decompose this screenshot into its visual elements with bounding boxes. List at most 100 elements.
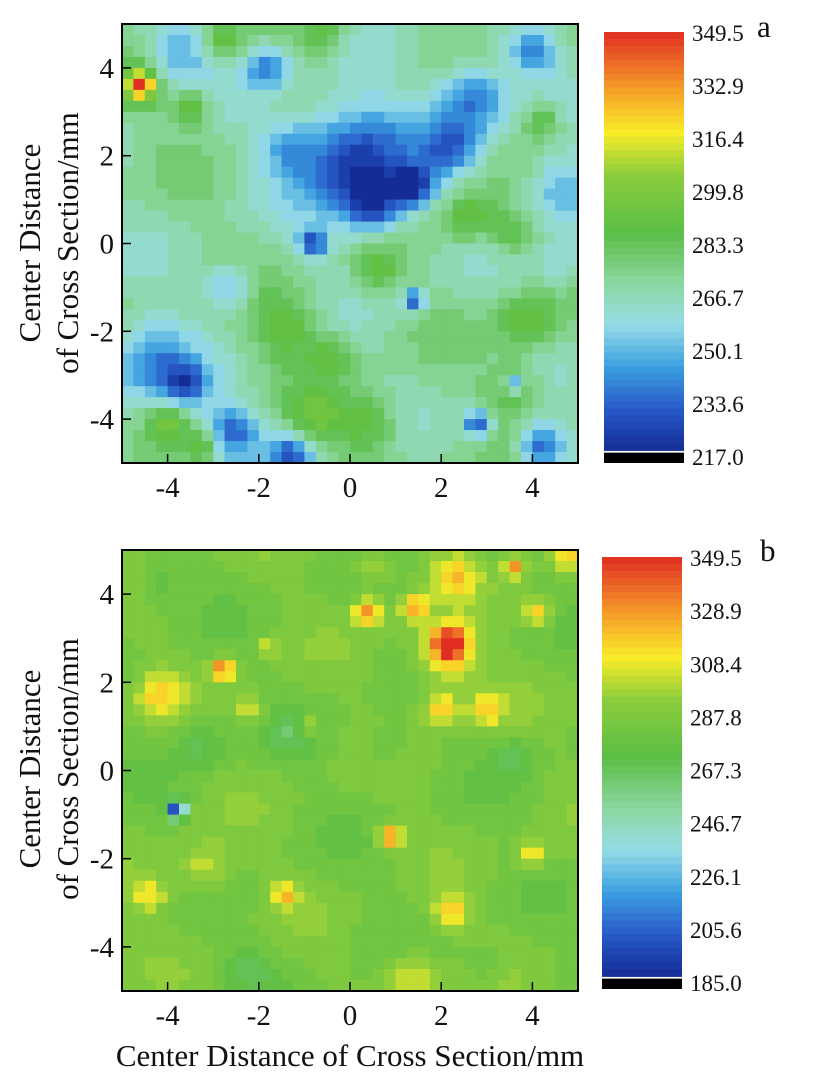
heatmap-cell	[464, 287, 476, 299]
heatmap-cell	[372, 309, 385, 321]
heatmap-cell	[224, 814, 237, 827]
heatmap-cell	[350, 550, 362, 562]
heatmap-cell	[213, 902, 226, 915]
colorbar-band	[602, 969, 682, 977]
colorbar-band	[604, 80, 684, 89]
heatmap-cell	[133, 946, 146, 959]
heatmap-cell	[201, 869, 214, 882]
heatmap-cell	[247, 430, 260, 442]
heatmap-cell	[247, 671, 260, 683]
heatmap-cell	[372, 627, 385, 639]
heatmap-cell	[521, 770, 533, 782]
heatmap-cell	[475, 814, 488, 827]
heatmap-cell	[133, 309, 146, 321]
heatmap-cell	[441, 902, 454, 915]
heatmap-cell	[509, 430, 522, 442]
heatmap-cell	[190, 946, 203, 959]
heatmap-cell	[498, 704, 511, 716]
y-axis-label-line1: Center Distance	[12, 144, 47, 343]
heatmap-cell	[281, 287, 294, 299]
heatmap-cell	[179, 715, 191, 727]
y-axis-label-line2: of Cross Section/mm	[50, 112, 85, 374]
heatmap-cell	[384, 419, 397, 431]
heatmap-cell	[384, 858, 397, 871]
heatmap-cell	[133, 144, 146, 157]
heatmap-cell	[236, 166, 248, 179]
heatmap-cell	[498, 682, 511, 694]
heatmap-cell	[418, 902, 431, 915]
heatmap-cell	[555, 265, 568, 277]
heatmap-cell	[201, 441, 214, 453]
heatmap-cell	[293, 550, 305, 562]
colorbar-band	[602, 633, 682, 642]
heatmap-cell	[509, 320, 522, 332]
heatmap-cell	[167, 155, 180, 168]
heatmap-cell	[384, 825, 397, 838]
heatmap-cell	[361, 408, 374, 420]
heatmap-cell	[532, 276, 545, 288]
heatmap-cell	[122, 298, 134, 310]
heatmap-cell	[156, 869, 169, 882]
heatmap-cell	[327, 858, 340, 871]
heatmap-cell	[201, 946, 214, 959]
heatmap-cell	[543, 188, 556, 201]
heatmap-cell	[475, 968, 488, 981]
heatmap-cell	[213, 627, 226, 639]
heatmap-cell	[281, 616, 294, 628]
heatmap-cell	[156, 704, 169, 716]
heatmap-cell	[236, 572, 248, 584]
heatmap-cell	[384, 550, 397, 562]
heatmap-cell	[407, 715, 419, 727]
heatmap-cell	[179, 166, 191, 179]
heatmap-cell	[304, 704, 317, 716]
heatmap-cell	[133, 891, 146, 904]
heatmap-cell	[384, 594, 397, 606]
heatmap-cell	[418, 24, 431, 36]
heatmap-cell	[270, 100, 283, 113]
heatmap-cell	[156, 364, 169, 376]
heatmap-cell	[201, 605, 214, 617]
heatmap-cell	[315, 221, 328, 233]
heatmap-cell	[156, 34, 169, 47]
heatmap-cell	[338, 331, 351, 343]
heatmap-cell	[475, 792, 488, 805]
heatmap-cell	[452, 56, 465, 69]
heatmap-cell	[236, 792, 248, 805]
heatmap-cell	[509, 24, 522, 36]
heatmap-cell	[304, 320, 317, 332]
heatmap-cell	[156, 649, 169, 661]
heatmap-cell	[293, 924, 305, 937]
x-tick-label: -4	[156, 1000, 181, 1032]
heatmap-cell	[224, 375, 237, 387]
heatmap-cell	[384, 803, 397, 816]
heatmap-cell	[555, 924, 568, 937]
heatmap-cell	[384, 715, 397, 727]
heatmap-cell	[509, 561, 522, 573]
heatmap-cell	[418, 957, 431, 970]
heatmap-cell	[521, 583, 533, 595]
heatmap-cell	[258, 572, 271, 584]
heatmap-cell	[384, 452, 397, 463]
heatmap-cell	[270, 287, 283, 299]
heatmap-cell	[441, 89, 454, 102]
heatmap-cell	[304, 550, 317, 562]
heatmap-cell	[224, 419, 237, 431]
heatmap-cell	[201, 34, 214, 47]
heatmap-cell	[179, 616, 191, 628]
heatmap-cell	[509, 671, 522, 683]
x-tick-label: -4	[156, 472, 181, 504]
heatmap-cell	[350, 430, 362, 442]
heatmap-cell	[293, 221, 305, 233]
heatmap-cell	[201, 254, 214, 266]
heatmap-cell	[361, 56, 374, 69]
heatmap-cell	[452, 616, 465, 628]
colorbar-band	[604, 59, 684, 68]
heatmap-cell	[281, 144, 294, 157]
heatmap-cell	[555, 605, 568, 617]
heatmap-cell	[441, 946, 454, 959]
heatmap-cell	[543, 550, 556, 562]
heatmap-cell	[441, 979, 454, 991]
heatmap-cell	[555, 177, 568, 190]
heatmap-cell	[361, 144, 374, 157]
